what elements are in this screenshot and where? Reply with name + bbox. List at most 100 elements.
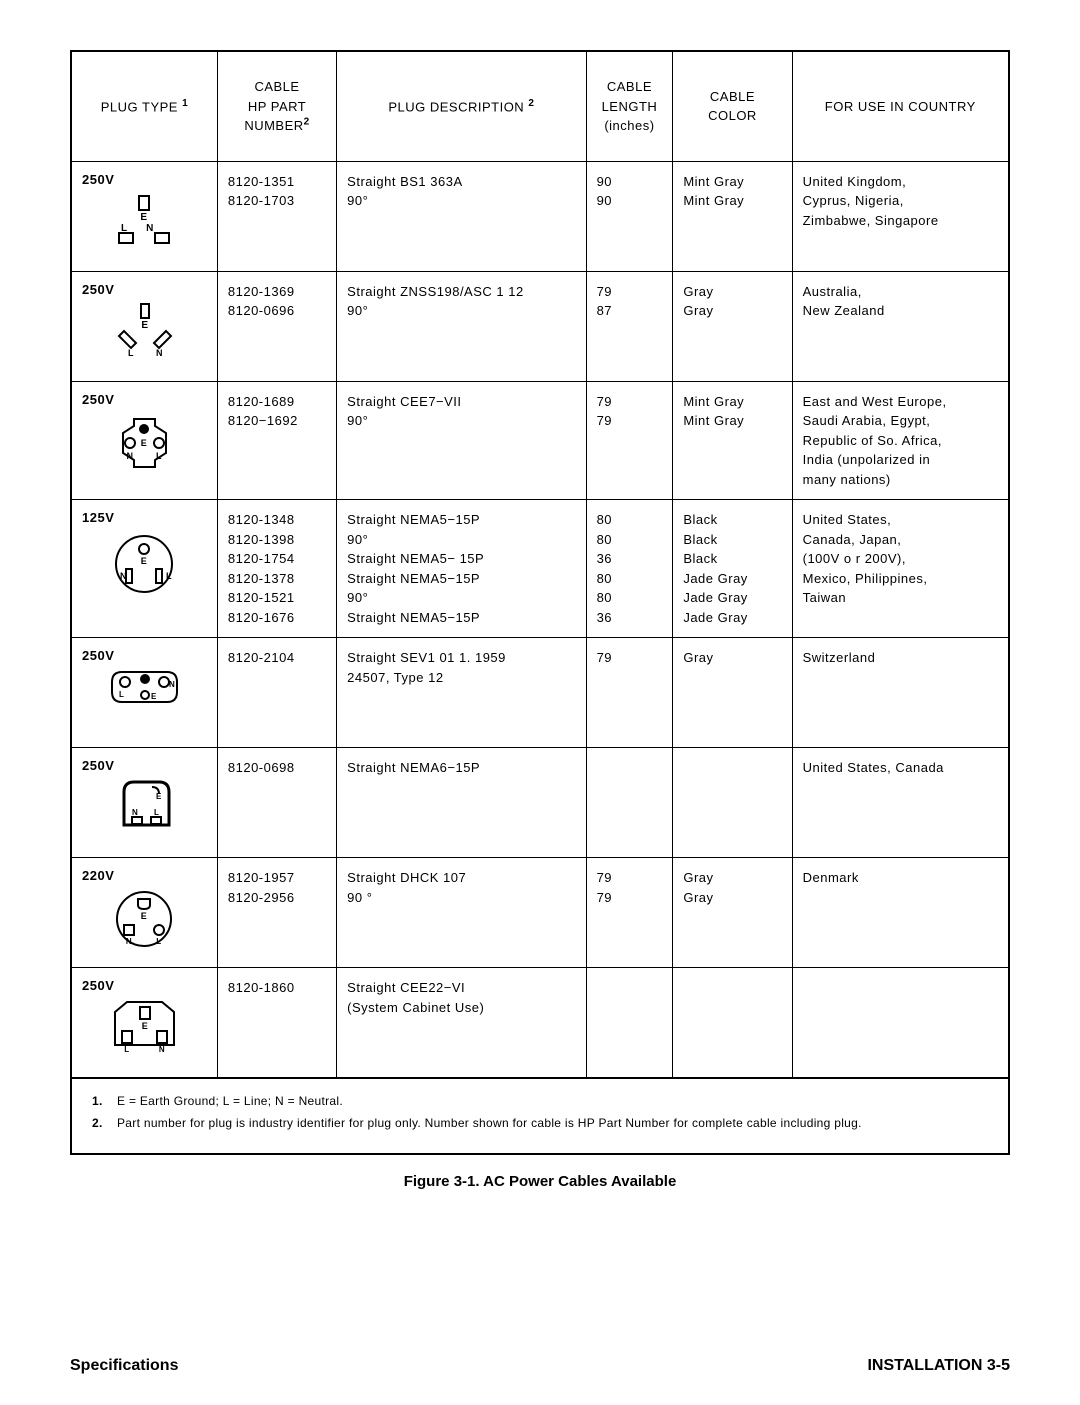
len-cell: 79 79: [586, 858, 673, 968]
country-cell: United States, Canada, Japan, (100V o r …: [792, 500, 1009, 638]
voltage-label: 250V: [82, 978, 207, 993]
svg-text:E: E: [141, 212, 148, 223]
plug-icon-uk: E N L: [114, 191, 174, 251]
svg-text:E: E: [142, 1021, 149, 1031]
voltage-label: 250V: [82, 648, 207, 663]
desc-cell: Straight SEV1 01 1. 1959 24507, Type 12: [337, 638, 586, 748]
svg-text:N: N: [126, 451, 133, 461]
svg-text:L: L: [119, 690, 124, 699]
plug-type-cell: 250V E N L: [71, 381, 217, 500]
plug-icon-dk: E N L: [109, 887, 179, 947]
table-row: 250V E N L 8120-0698 Straight NEMA6−15P …: [71, 748, 1009, 858]
page-footer: Specifications INSTALLATION 3-5: [70, 1357, 1010, 1375]
table-row: 125V E N L 8120-1348 8120-1398 8120-1754…: [71, 500, 1009, 638]
svg-text:N: N: [126, 937, 132, 946]
plug-icon-nema5: E N L: [112, 529, 177, 599]
len-cell: 79: [586, 638, 673, 748]
svg-text:E: E: [141, 911, 148, 921]
hp-part-cell: 8120-1689 8120−1692: [217, 381, 336, 500]
table-header-row: PLUG TYPE 1 CABLE HP PART NUMBER2 PLUG D…: [71, 51, 1009, 161]
svg-text:N: N: [156, 348, 163, 356]
plug-icon-eu: E N L: [112, 411, 177, 476]
footnote-text: Part number for plug is industry identif…: [117, 1116, 862, 1130]
svg-text:E: E: [142, 320, 149, 331]
len-cell: 90 90: [586, 161, 673, 271]
svg-text:E: E: [141, 438, 148, 448]
plug-type-cell: 250V E N L: [71, 161, 217, 271]
hp-part-cell: 8120-2104: [217, 638, 336, 748]
hp-part-cell: 8120-1351 8120-1703: [217, 161, 336, 271]
svg-text:L: L: [154, 808, 159, 817]
table-row: 250V E L N 8120-1369 8120-0696 Straight …: [71, 271, 1009, 381]
len-cell: [586, 968, 673, 1078]
header-cable-length: CABLE LENGTH (inches): [586, 51, 673, 161]
hp-part-cell: 8120-1957 8120-2956: [217, 858, 336, 968]
footnotes: 1. E = Earth Ground; L = Line; N = Neutr…: [70, 1079, 1010, 1155]
desc-cell: Straight DHCK 107 90 °: [337, 858, 586, 968]
header-cable-color: CABLE COLOR: [673, 51, 792, 161]
plug-type-cell: 220V E N L: [71, 858, 217, 968]
color-cell: Mint Gray Mint Gray: [673, 381, 792, 500]
svg-text:L: L: [128, 348, 134, 356]
color-cell: [673, 748, 792, 858]
desc-cell: Straight NEMA5−15P 90° Straight NEMA5− 1…: [337, 500, 586, 638]
svg-text:N: N: [169, 680, 175, 689]
svg-text:L: L: [166, 571, 172, 581]
plug-type-cell: 250V E L N: [71, 271, 217, 381]
len-cell: [586, 748, 673, 858]
voltage-label: 250V: [82, 282, 207, 297]
hp-part-cell: 8120-1369 8120-0696: [217, 271, 336, 381]
country-cell: [792, 968, 1009, 1078]
footnote-2: 2. Part number for plug is industry iden…: [92, 1116, 988, 1130]
voltage-label: 250V: [82, 172, 207, 187]
plug-type-cell: 250V E L N: [71, 968, 217, 1078]
footnote-text: E = Earth Ground; L = Line; N = Neutral.: [117, 1094, 343, 1108]
footer-right: INSTALLATION 3-5: [867, 1357, 1010, 1375]
voltage-label: 125V: [82, 510, 207, 525]
desc-cell: Straight CEE7−VII 90°: [337, 381, 586, 500]
country-cell: United Kingdom, Cyprus, Nigeria, Zimbabw…: [792, 161, 1009, 271]
plug-icon-ch: L E N: [107, 667, 182, 712]
table-row: 250V E N L 8120-1351 8120-1703 Straight …: [71, 161, 1009, 271]
len-cell: 79 87: [586, 271, 673, 381]
country-cell: Denmark: [792, 858, 1009, 968]
svg-text:E: E: [141, 556, 148, 566]
header-plug-desc: PLUG DESCRIPTION 2: [337, 51, 586, 161]
voltage-label: 250V: [82, 758, 207, 773]
header-plug-type: PLUG TYPE 1: [71, 51, 217, 161]
table-row: 250V E N L 8120-1689 8120−1692 Straight …: [71, 381, 1009, 500]
color-cell: Gray Gray: [673, 271, 792, 381]
svg-text:E: E: [151, 692, 157, 701]
hp-part-cell: 8120-0698: [217, 748, 336, 858]
color-cell: Gray Gray: [673, 858, 792, 968]
figure-caption: Figure 3-1. AC Power Cables Available: [70, 1173, 1010, 1190]
desc-cell: Straight NEMA6−15P: [337, 748, 586, 858]
color-cell: Black Black Black Jade Gray Jade Gray Ja…: [673, 500, 792, 638]
plug-type-cell: 125V E N L: [71, 500, 217, 638]
svg-text:N: N: [120, 571, 127, 581]
footnote-1: 1. E = Earth Ground; L = Line; N = Neutr…: [92, 1094, 988, 1108]
len-cell: 80 80 36 80 80 36: [586, 500, 673, 638]
voltage-label: 250V: [82, 392, 207, 407]
len-cell: 79 79: [586, 381, 673, 500]
plug-type-cell: 250V L E N: [71, 638, 217, 748]
svg-text:N: N: [147, 223, 155, 234]
figure-title: AC Power Cables Available: [480, 1173, 677, 1190]
svg-text:E: E: [156, 792, 162, 801]
voltage-label: 220V: [82, 868, 207, 883]
desc-cell: Straight BS1 363A 90°: [337, 161, 586, 271]
table-row: 250V L E N 8120-2104 Straight SEV1 01 1.…: [71, 638, 1009, 748]
footer-left: Specifications: [70, 1357, 178, 1375]
header-hp-part: CABLE HP PART NUMBER2: [217, 51, 336, 161]
country-cell: Australia, New Zealand: [792, 271, 1009, 381]
table-row: 250V E L N 8120-1860 Straight CEE22−VI (…: [71, 968, 1009, 1078]
svg-text:L: L: [121, 223, 128, 234]
svg-text:L: L: [157, 937, 162, 946]
color-cell: Mint Gray Mint Gray: [673, 161, 792, 271]
plug-type-cell: 250V E N L: [71, 748, 217, 858]
svg-text:N: N: [159, 1045, 165, 1052]
table-row: 220V E N L 8120-1957 8120-2956 Straight …: [71, 858, 1009, 968]
color-cell: Gray: [673, 638, 792, 748]
plug-icon-cee22: E L N: [107, 997, 182, 1052]
country-cell: East and West Europe, Saudi Arabia, Egyp…: [792, 381, 1009, 500]
